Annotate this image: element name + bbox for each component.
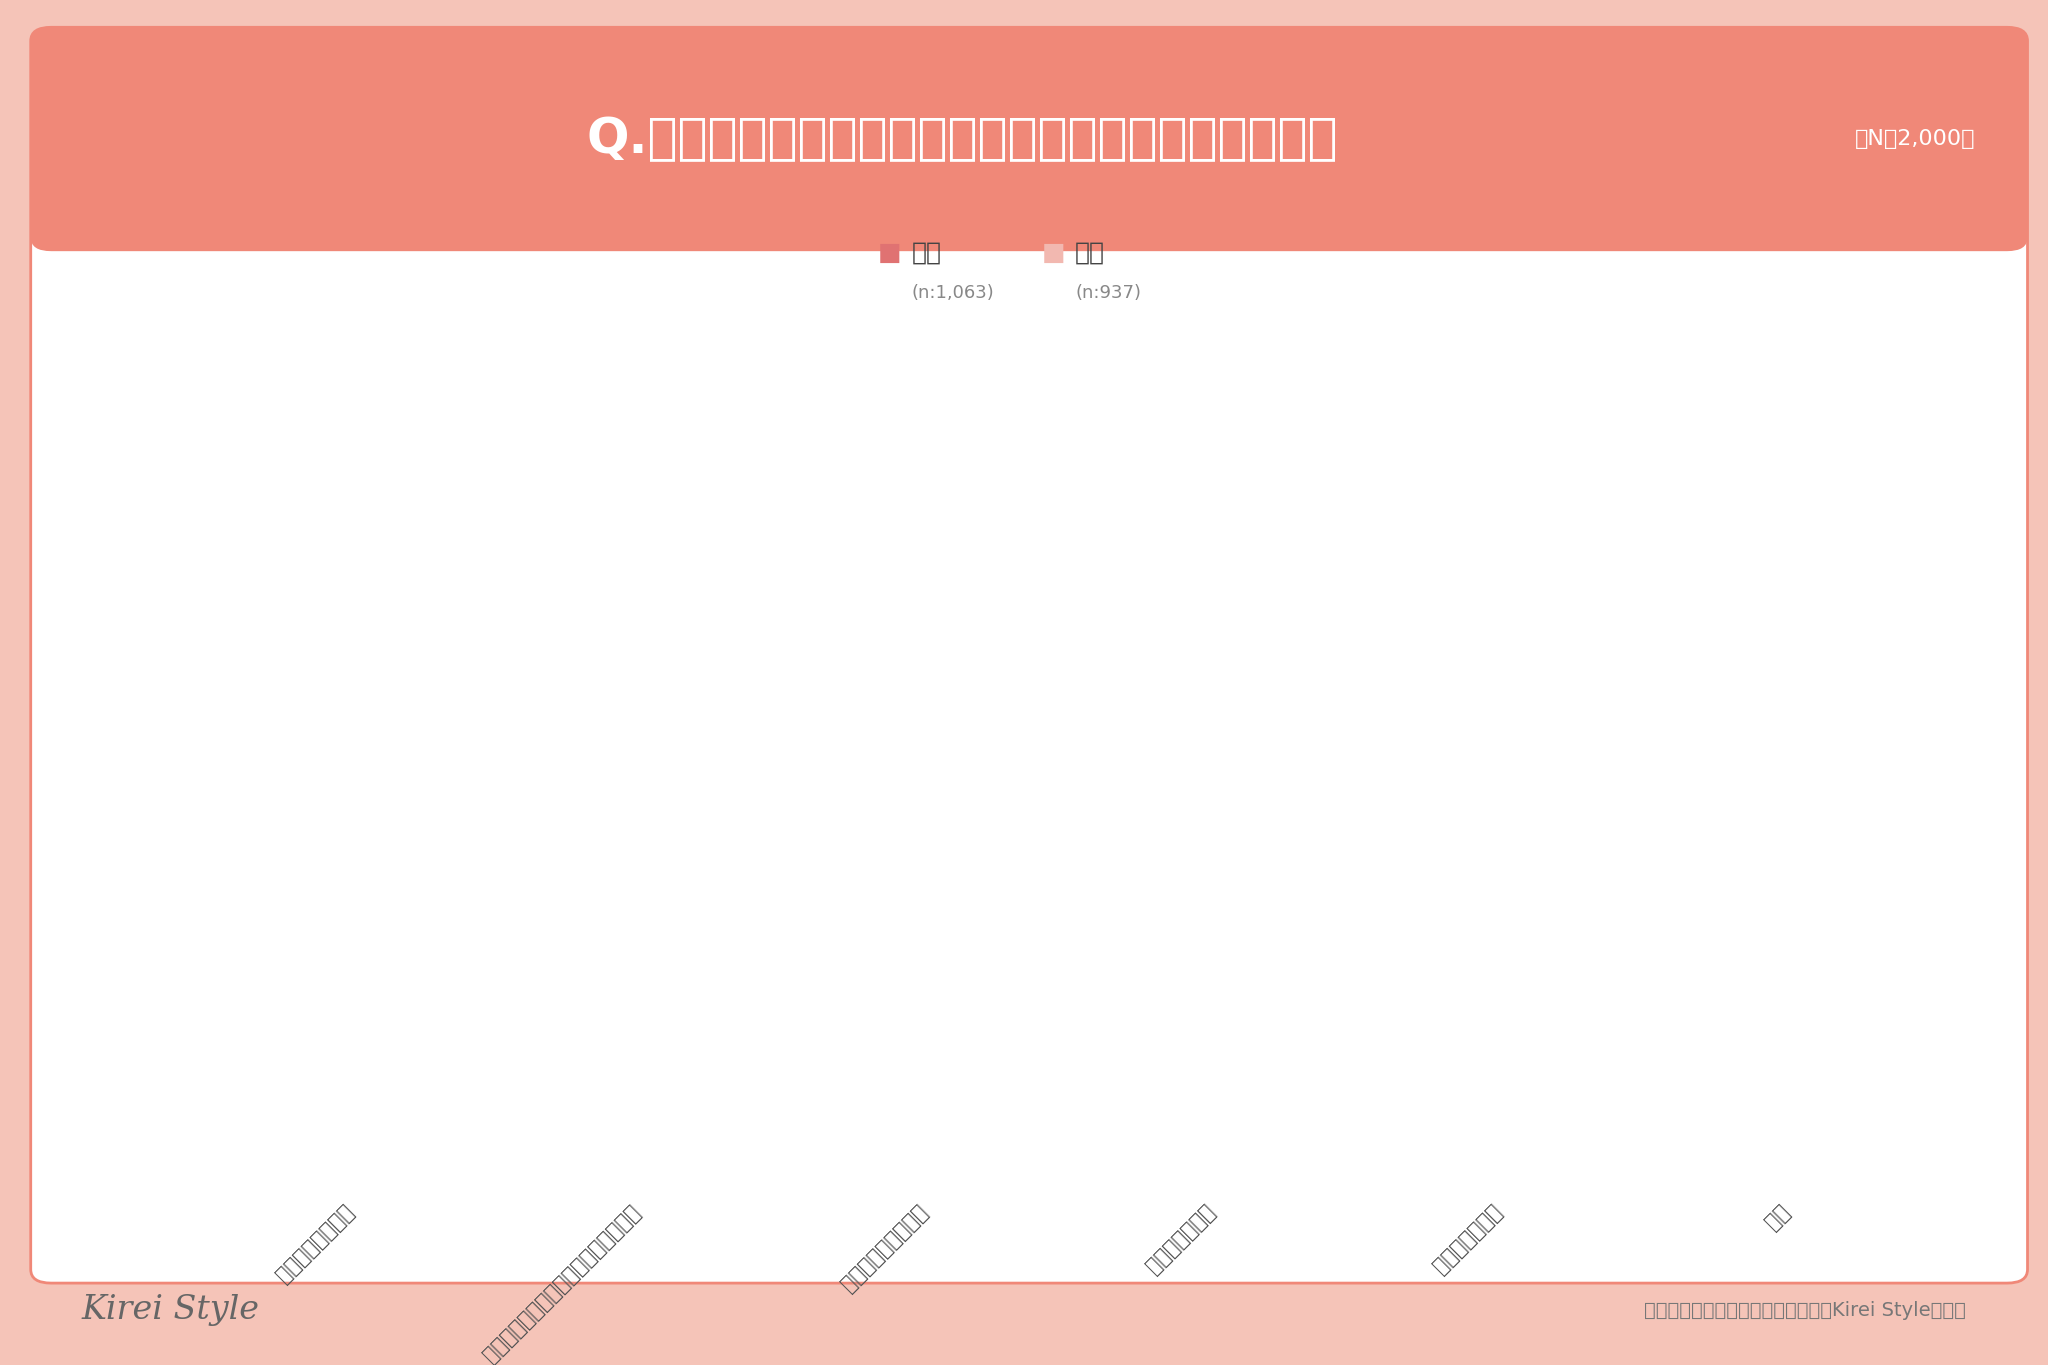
Text: 0.9%: 0.9% <box>1417 1144 1503 1174</box>
Text: 4.3%: 4.3% <box>936 1112 1020 1141</box>
Text: Kirei Style: Kirei Style <box>82 1294 260 1327</box>
Bar <box>266 1095 356 1188</box>
Text: (n:1,063): (n:1,063) <box>911 284 993 303</box>
Text: 未婚・既婚別: 未婚・既婚別 <box>193 120 268 139</box>
Text: Q.パーソナルカラー診断を受けたことがありますか？: Q.パーソナルカラー診断を受けたことがありますか？ <box>588 115 1337 164</box>
Text: (n:937): (n:937) <box>1075 284 1141 303</box>
Text: ■: ■ <box>877 240 901 265</box>
Text: ある（その他）: ある（その他） <box>1430 1201 1505 1278</box>
Text: ある（パーソナルカラー専門サロン）: ある（パーソナルカラー専門サロン） <box>479 1201 645 1365</box>
Text: 既婚: 既婚 <box>1075 240 1106 265</box>
Bar <box>932 1147 1024 1188</box>
Bar <box>1219 1144 1311 1188</box>
Text: 77.5%: 77.5% <box>1786 425 1892 453</box>
Text: 株式会社ビズキ　美容情報サイト『Kirei Style』調べ: 株式会社ビズキ 美容情報サイト『Kirei Style』調べ <box>1645 1301 1966 1320</box>
Bar <box>553 1114 645 1188</box>
Text: 5.6%: 5.6% <box>659 1106 721 1129</box>
Text: 9.8%: 9.8% <box>268 1061 354 1089</box>
Text: （N：2,000）: （N：2,000） <box>1855 130 1974 149</box>
Bar <box>1413 1179 1505 1188</box>
Text: 未婚: 未婚 <box>911 240 942 265</box>
Bar <box>1794 459 1884 1188</box>
Text: 73.9%: 73.9% <box>1710 463 1784 487</box>
Text: ない: ない <box>1761 1201 1794 1233</box>
Text: 3.3%: 3.3% <box>1143 1127 1202 1151</box>
Text: ■: ■ <box>1040 240 1065 265</box>
Text: 0.6%: 0.6% <box>1522 1152 1581 1177</box>
Text: 7.5%: 7.5% <box>373 1088 434 1111</box>
Bar <box>356 1117 449 1188</box>
Bar <box>1702 493 1794 1188</box>
Text: ある（専用アプリ）: ある（専用アプリ） <box>838 1201 932 1295</box>
Text: 4.6%: 4.6% <box>1223 1110 1307 1138</box>
Text: 7.9%: 7.9% <box>557 1078 641 1107</box>
Bar <box>645 1134 737 1188</box>
Bar <box>840 1148 932 1188</box>
Text: 4.2%: 4.2% <box>856 1118 915 1143</box>
Bar <box>1505 1182 1597 1188</box>
Bar <box>1126 1156 1219 1188</box>
Text: ある（自己診断）: ある（自己診断） <box>272 1201 356 1286</box>
Text: ある（美容院）: ある（美容院） <box>1143 1201 1219 1278</box>
